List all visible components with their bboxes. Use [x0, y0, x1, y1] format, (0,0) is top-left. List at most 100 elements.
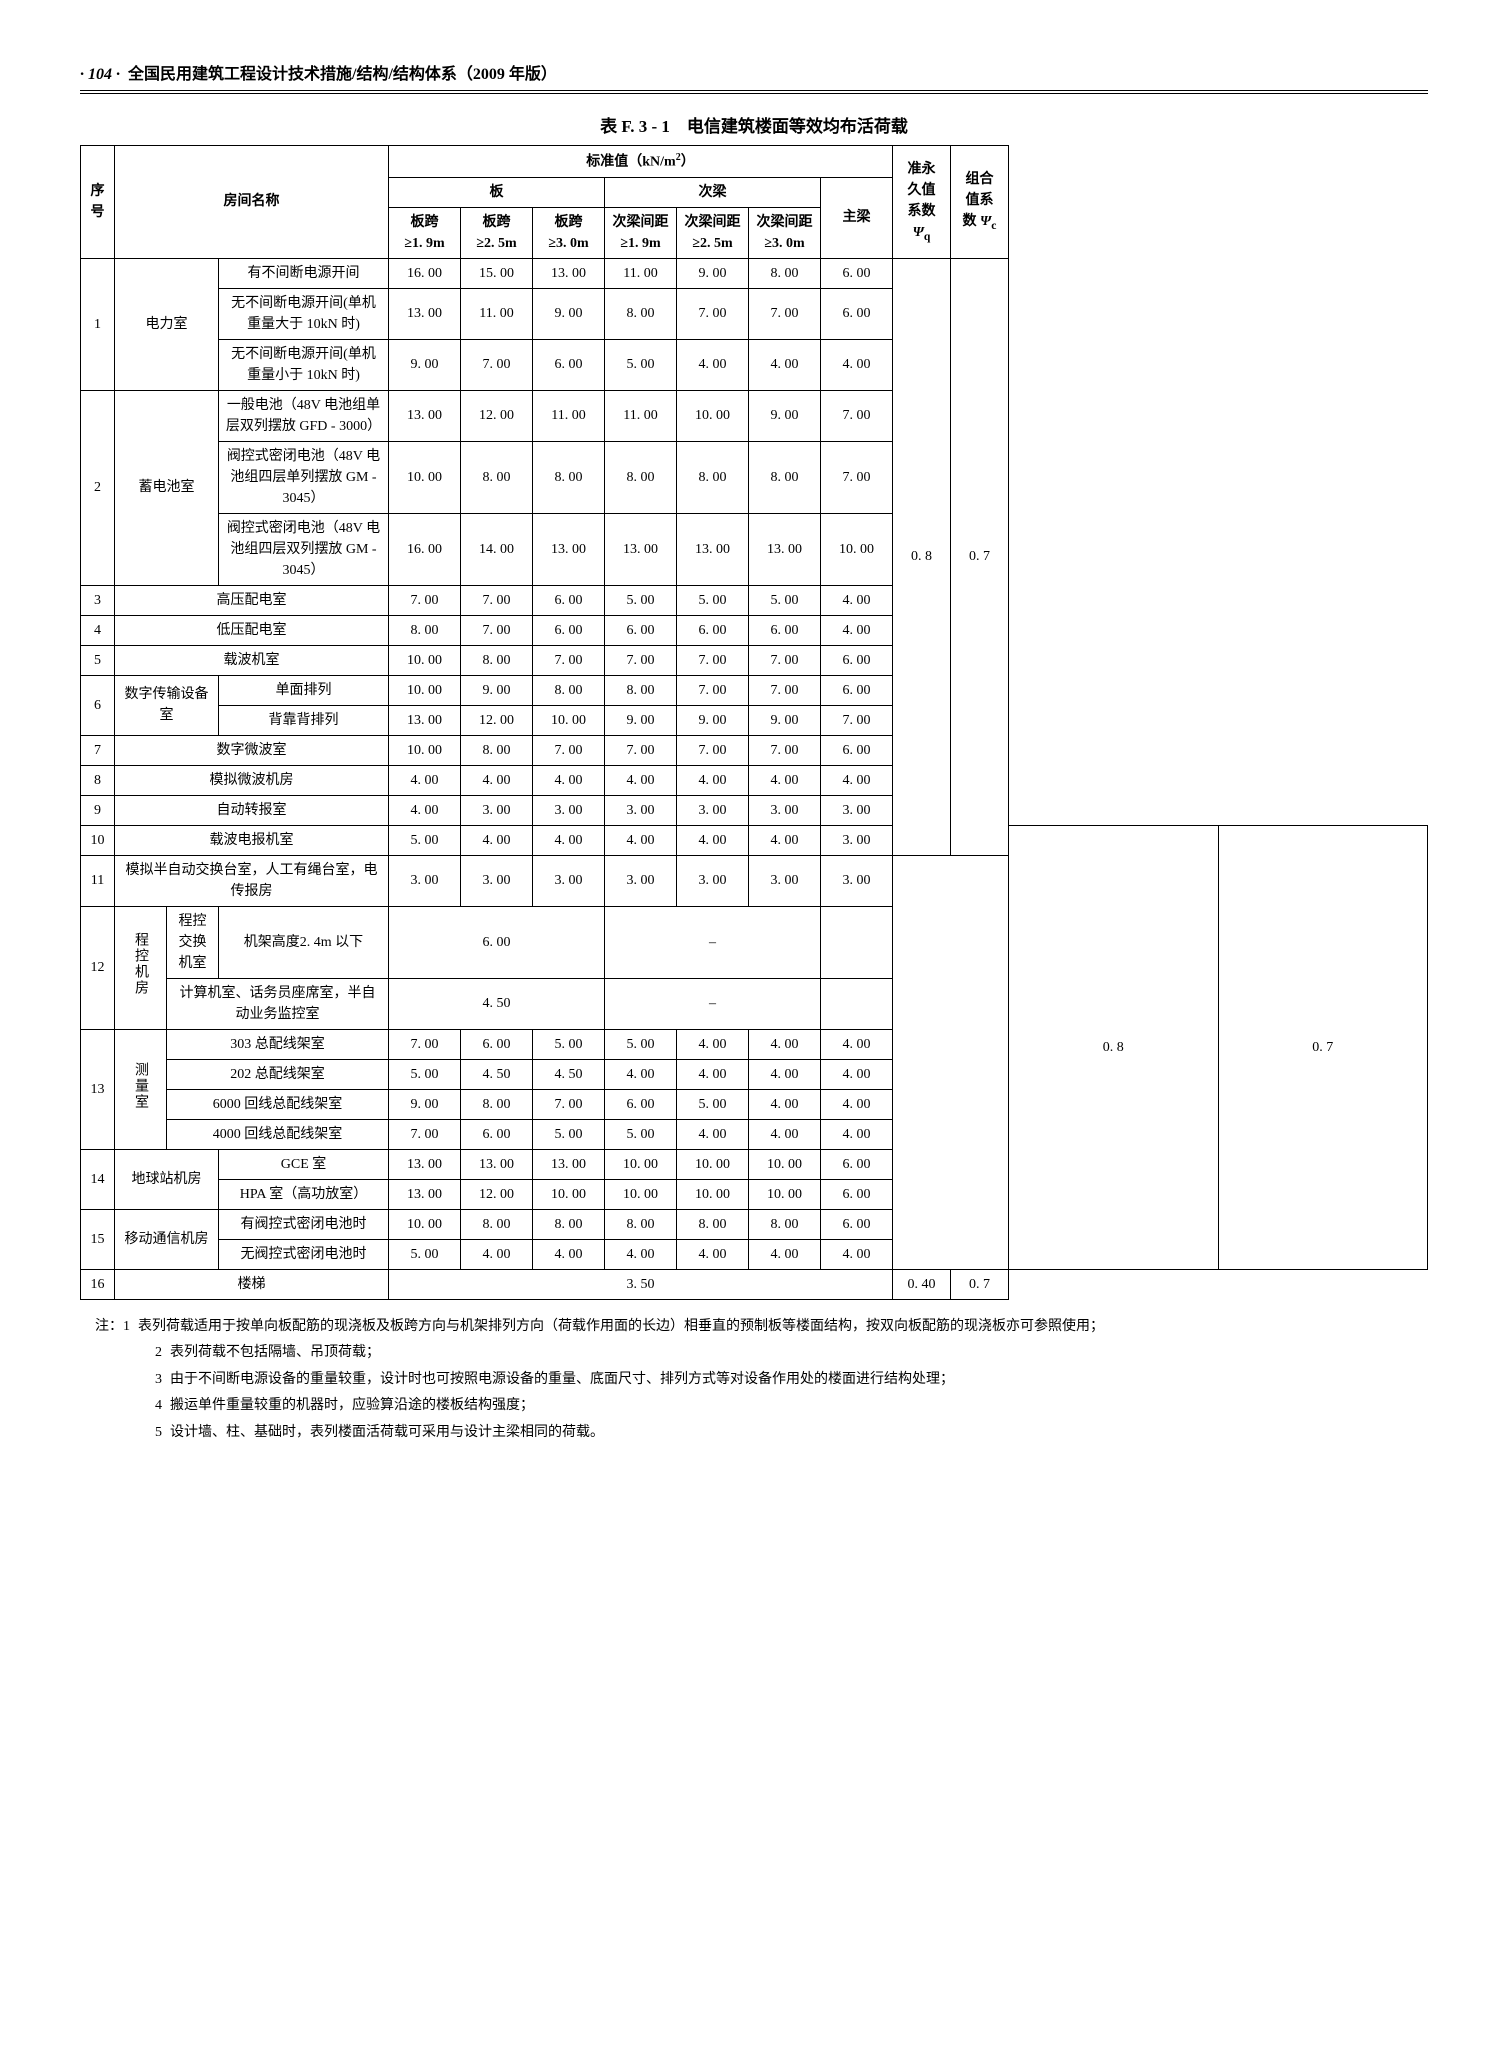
- table-cell: 4. 00: [749, 1119, 821, 1149]
- table-cell: 3. 00: [533, 795, 605, 825]
- table-cell: 载波机室: [115, 645, 389, 675]
- table-cell: 10. 00: [677, 390, 749, 441]
- table-cell: 8. 00: [389, 615, 461, 645]
- table-cell: 9. 00: [389, 339, 461, 390]
- table-cell: 6. 00: [533, 339, 605, 390]
- table-cell: 5. 00: [389, 1059, 461, 1089]
- table-cell: HPA 室（高功放室）: [219, 1179, 389, 1209]
- table-cell: 8: [81, 765, 115, 795]
- load-table: 序号 房间名称 标准值（kN/m2） 准永久值系数Ψq 组合值系数 Ψc 板 次…: [80, 145, 1428, 1300]
- col-main: 主梁: [821, 177, 893, 258]
- table-cell: 4. 00: [677, 339, 749, 390]
- table-cell: 13. 00: [677, 513, 749, 585]
- table-cell: 7. 00: [461, 339, 533, 390]
- table-cell: 10. 00: [533, 1179, 605, 1209]
- table-cell: 8. 00: [605, 441, 677, 513]
- col-room: 房间名称: [115, 146, 389, 259]
- table-cell: 15: [81, 1209, 115, 1269]
- table-cell: 15. 00: [461, 258, 533, 288]
- table-cell: 3. 00: [389, 855, 461, 906]
- table-cell: 10. 00: [677, 1179, 749, 1209]
- table-cell: 4. 00: [821, 585, 893, 615]
- table-cell: 5. 00: [749, 585, 821, 615]
- table-cell: 8. 00: [749, 441, 821, 513]
- table-cell: 4. 00: [749, 1059, 821, 1089]
- table-cell: 4. 00: [749, 1239, 821, 1269]
- table-cell: 7. 00: [605, 645, 677, 675]
- table-cell: 3. 00: [677, 855, 749, 906]
- table-cell: 计算机室、话务员座席室，半自动业务监控室: [167, 978, 389, 1029]
- table-cell: 7. 00: [749, 675, 821, 705]
- table-cell: 7. 00: [461, 615, 533, 645]
- table-cell: 13. 00: [389, 390, 461, 441]
- table-cell: 6. 00: [461, 1119, 533, 1149]
- table-cell: 8. 00: [677, 441, 749, 513]
- table-cell: 无不间断电源开间(单机重量大于 10kN 时): [219, 288, 389, 339]
- table-cell: 5. 00: [605, 339, 677, 390]
- table-cell: 一般电池（48V 电池组单层双列摆放 GFD - 3000）: [219, 390, 389, 441]
- table-cell: 10: [81, 825, 115, 855]
- table-cell: 7. 00: [533, 645, 605, 675]
- table-cell: 6. 00: [605, 1089, 677, 1119]
- table-cell: 4. 00: [533, 825, 605, 855]
- col-b25: 次梁间距≥2. 5m: [677, 207, 749, 258]
- table-cell: 10. 00: [677, 1149, 749, 1179]
- table-cell: 模拟微波机房: [115, 765, 389, 795]
- table-cell: 4. 00: [749, 339, 821, 390]
- table-cell: 13. 00: [389, 1179, 461, 1209]
- table-cell: 4. 00: [605, 1239, 677, 1269]
- table-cell: 12: [81, 906, 115, 1029]
- table-cell: 14: [81, 1149, 115, 1209]
- table-cell: 7. 00: [389, 585, 461, 615]
- table-cell: 10. 00: [821, 513, 893, 585]
- table-cell: 3. 00: [821, 795, 893, 825]
- table-cell: 13: [81, 1029, 115, 1149]
- table-cell: 4. 50: [461, 1059, 533, 1089]
- table-cell: 10. 00: [749, 1179, 821, 1209]
- table-cell: 13. 00: [533, 1149, 605, 1179]
- note-3: 由于不间断电源设备的重量较重，设计时也可按照电源设备的重量、底面尺寸、排列方式等…: [170, 1367, 1428, 1394]
- table-cell: 3: [81, 585, 115, 615]
- table-cell: 6000 回线总配线架室: [167, 1089, 389, 1119]
- col-psic: 组合值系数 Ψc: [951, 146, 1009, 259]
- table-cell: 无阀控式密闭电池时: [219, 1239, 389, 1269]
- table-cell: 2: [81, 390, 115, 585]
- table-cell: 13. 00: [389, 705, 461, 735]
- note-1: 表列荷载适用于按单向板配筋的现浇板及板跨方向与机架排列方向（荷载作用面的长边）相…: [138, 1314, 1428, 1341]
- table-cell: 3. 00: [533, 855, 605, 906]
- table-cell: 4. 00: [677, 1059, 749, 1089]
- table-cell: 4. 00: [533, 1239, 605, 1269]
- table-cell: 13. 00: [389, 288, 461, 339]
- table-cell: 6. 00: [749, 615, 821, 645]
- table-cell: 移动通信机房: [115, 1209, 219, 1269]
- table-cell: 4. 00: [821, 1089, 893, 1119]
- col-psiq: 准永久值系数Ψq: [893, 146, 951, 259]
- table-cell: 4. 00: [749, 825, 821, 855]
- table-cell: 9. 00: [533, 288, 605, 339]
- table-cell: 7. 00: [389, 1119, 461, 1149]
- table-cell: 5. 00: [677, 585, 749, 615]
- table-cell: 6. 00: [461, 1029, 533, 1059]
- table-cell: 8. 00: [461, 441, 533, 513]
- table-cell: 7. 00: [821, 441, 893, 513]
- table-cell: 10. 00: [749, 1149, 821, 1179]
- table-cell: 6. 00: [821, 258, 893, 288]
- table-cell: 3. 00: [749, 795, 821, 825]
- table-cell: 4. 00: [533, 765, 605, 795]
- table-cell: 4. 00: [821, 339, 893, 390]
- col-slab: 板: [389, 177, 605, 207]
- notes: 注：1表列荷载适用于按单向板配筋的现浇板及板跨方向与机架排列方向（荷载作用面的长…: [80, 1314, 1428, 1447]
- table-cell: 8. 00: [533, 1209, 605, 1239]
- table-cell: 13. 00: [533, 513, 605, 585]
- col-s25: 板跨≥2. 5m: [461, 207, 533, 258]
- table-cell: 6. 00: [821, 675, 893, 705]
- table-cell: 6. 00: [389, 906, 605, 978]
- table-cell: 16. 00: [389, 258, 461, 288]
- table-cell: 11: [81, 855, 115, 906]
- table-cell: 无不间断电源开间(单机重量小于 10kN 时): [219, 339, 389, 390]
- table-cell: 10. 00: [389, 645, 461, 675]
- table-cell: 6. 00: [821, 645, 893, 675]
- table-cell: 7: [81, 735, 115, 765]
- table-cell: GCE 室: [219, 1149, 389, 1179]
- table-cell: 4. 00: [821, 1239, 893, 1269]
